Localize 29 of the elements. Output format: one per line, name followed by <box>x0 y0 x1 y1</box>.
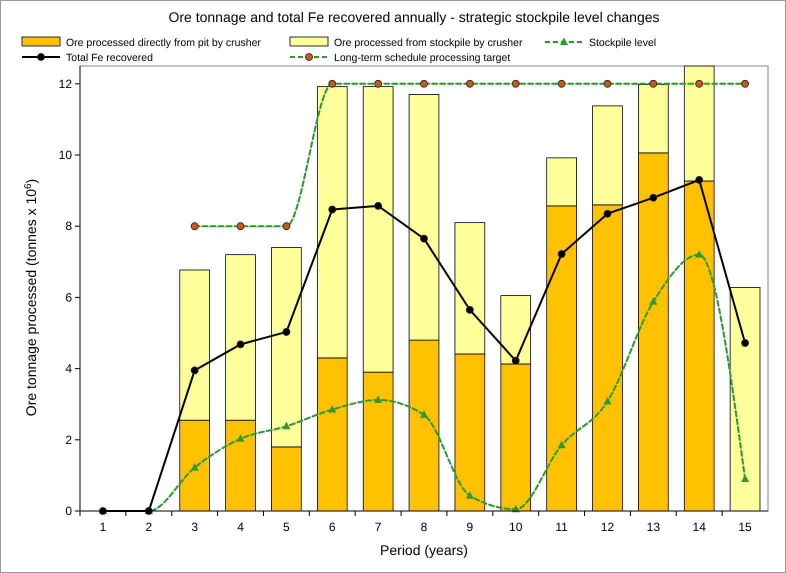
x-tick-label: 9 <box>466 520 474 534</box>
x-tick-label: 2 <box>145 520 152 534</box>
legend-label: Ore processed from stockpile by crusher <box>334 37 523 49</box>
legend-label: Total Fe recovered <box>66 52 154 64</box>
x-tick-label: 3 <box>191 520 198 534</box>
legend-label: Ore processed directly from pit by crusher <box>66 37 262 49</box>
legend-label: Stockpile level <box>589 37 656 49</box>
x-tick-label: 8 <box>420 520 428 534</box>
x-tick-label: 12 <box>600 520 614 534</box>
x-tick-label: 10 <box>509 520 523 534</box>
y-tick-label: 8 <box>65 219 72 234</box>
x-tick-label: 1 <box>100 520 107 534</box>
x-tick-label: 5 <box>283 520 290 534</box>
x-tick-label: 7 <box>374 520 382 534</box>
y-tick-label: 12 <box>58 76 72 91</box>
x-axis-title: Period (years) <box>380 542 468 558</box>
y-tick-label: 2 <box>65 432 72 447</box>
legend-label: Long-term schedule processing target <box>334 52 510 64</box>
x-tick-label: 4 <box>237 520 244 534</box>
y-tick-label: 0 <box>65 504 72 518</box>
chart-title: Ore tonnage and total Fe recovered annually - strategic stockpile level changes <box>168 9 660 25</box>
x-tick-label: 11 <box>555 520 568 534</box>
x-tick-label: 15 <box>738 520 752 534</box>
y-tick-label: 10 <box>58 148 72 162</box>
x-tick-label: 6 <box>328 520 336 534</box>
x-tick-label: 14 <box>692 520 706 534</box>
y-tick-label: 4 <box>65 362 72 376</box>
y-tick-label: 6 <box>65 290 72 304</box>
x-tick-label: 13 <box>646 520 660 534</box>
